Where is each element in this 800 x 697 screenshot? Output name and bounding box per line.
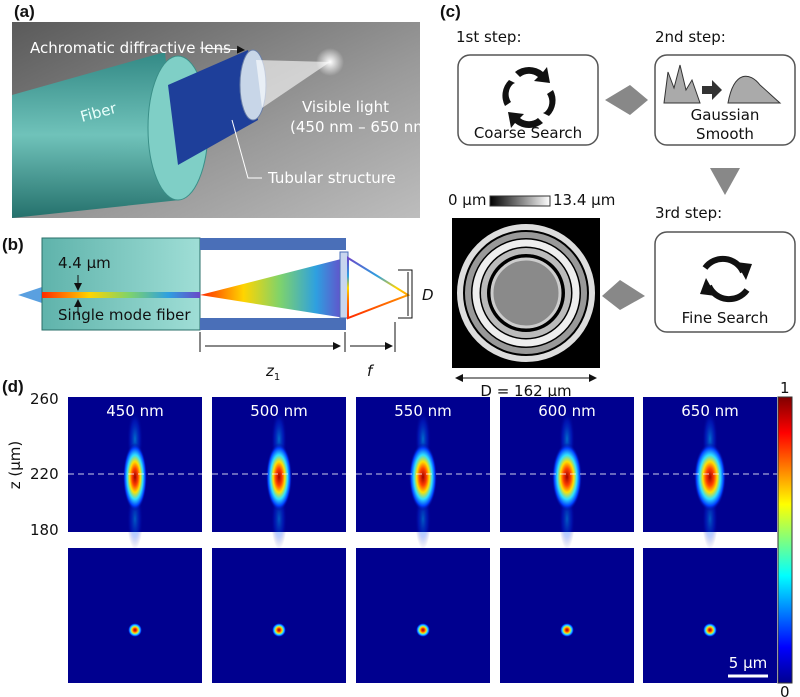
panel-a: (a) Achromatic diffractive lens Fiber Vi… [12,2,434,218]
panel-d: (d) 260 220 180 z (μm) 1 0 450 nm 500 nm 5… [2,377,793,697]
wavelength-label: 550 nm [394,402,452,420]
beam-cone [200,258,345,318]
wavelength-label: 600 nm [538,402,596,420]
scale-max: 13.4 μm [553,191,615,209]
focal-spot [128,623,142,637]
lens-label: Achromatic diffractive lens [30,39,231,57]
tick-label: 260 [30,390,59,408]
wavelength-label: 500 nm [250,402,308,420]
core-label: 4.4 μm [58,254,111,272]
focal-spot [552,443,582,511]
panel-label: (a) [14,2,35,21]
focus [316,48,344,76]
smooth-icon [727,75,782,104]
step-name: Smooth [696,125,754,143]
leader [231,119,262,179]
wavelength-label: 650 nm [681,402,739,420]
subscript: 1 [274,372,280,383]
wavelength-label: 450 nm [106,402,164,420]
step-name: Gaussian [691,106,760,124]
panel-label: (d) [2,377,24,396]
z1-label: z1 [265,362,280,383]
arrow-head [736,262,752,280]
axis-label: z (μm) [6,441,24,490]
noisy-icon [663,64,701,104]
focal-spot [694,443,726,511]
range-label: (450 nm – 650 nm) [290,118,434,136]
rings [457,224,595,362]
focal-spot [409,443,437,511]
panel-label: (b) [2,235,24,254]
focal-spot [123,443,147,511]
focal-image [356,548,490,683]
tube-bottom [200,318,346,330]
symbol: z [265,362,275,380]
tick-label: 220 [30,465,59,483]
colorbar-min: 0 [780,683,790,697]
d-bracket [398,269,413,319]
fiber-body [12,52,180,218]
step-label: 2nd step: [655,28,726,46]
focal-spot [703,623,717,637]
tube-top [200,238,346,250]
lens [339,251,349,319]
core [42,292,200,298]
step-box [654,54,796,146]
arrow-icon [702,80,722,100]
light-label: Visible light [302,98,389,116]
focal-image [212,548,346,683]
colorbar [777,396,793,684]
input-beam [18,287,42,303]
step-label: 1st step: [456,28,522,46]
step-name: Fine Search [682,309,769,327]
panel-c: (c) 1st step: Coarse Search 2nd step: Ga… [440,2,796,400]
panel-b: (b) 4.4 μm Single mode fiber D z1 f [2,235,434,383]
focal-spot [416,623,430,637]
scale-bar [489,195,551,207]
focus-cone [347,256,411,320]
focal-spot [560,623,574,637]
tick-label: 180 [30,521,59,539]
focal-image [643,548,777,683]
scale-min: 0 μm [448,191,486,209]
step-box [654,231,796,333]
cycle-icon [502,66,556,129]
colorbar-max: 1 [780,379,790,397]
tube [168,50,258,165]
focal-spot [266,443,292,511]
tube-label: Tubular structure [267,169,396,187]
focal-image [68,548,202,683]
step-name: Coarse Search [474,124,582,142]
step-box [457,54,599,146]
scale-label: 5 μm [729,654,767,672]
fiber [41,237,201,331]
fiber-label: Single mode fiber [58,306,191,324]
diameter-label: D = 162 μm [480,382,571,400]
arrow [605,85,648,115]
arrow [710,168,740,195]
arrow [602,280,645,310]
arrow [199,45,245,54]
d-label: D [422,286,434,304]
focal-image [500,548,634,683]
panel-label: (c) [440,2,461,21]
center [490,257,562,329]
focal-spot [272,623,286,637]
arrow-head [700,278,716,296]
f-label: f [367,362,375,380]
step-label: 3rd step: [655,204,722,222]
light-beam [256,60,330,108]
